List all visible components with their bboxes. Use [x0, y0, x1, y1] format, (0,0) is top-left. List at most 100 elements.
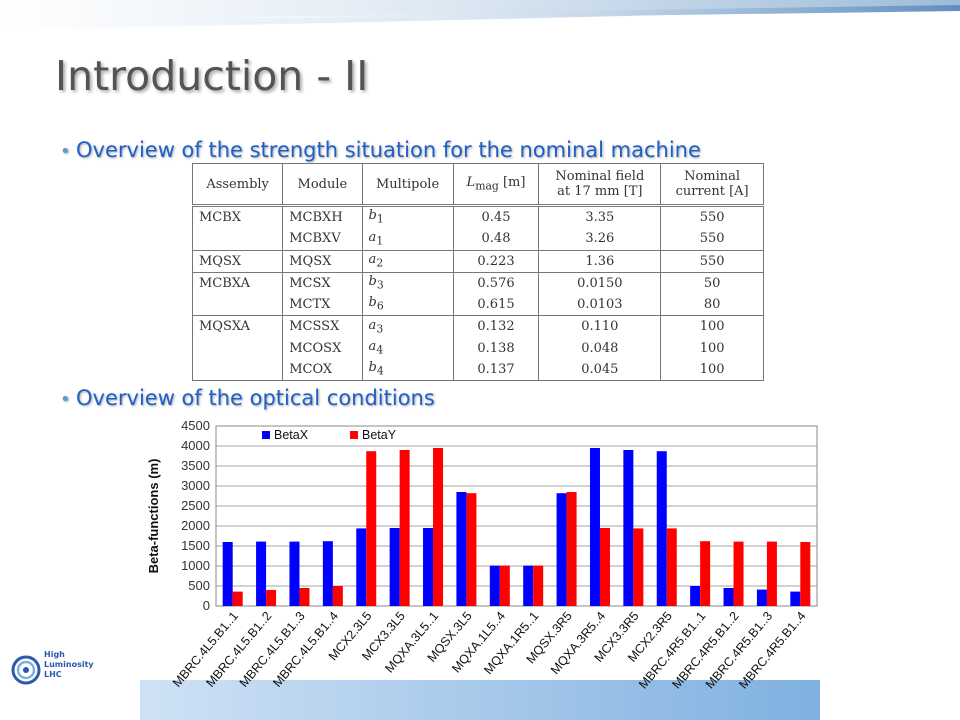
- cell-module: MCSSX: [282, 315, 363, 338]
- cell-lmag: 0.138: [452, 337, 540, 359]
- bar-betay: [299, 588, 310, 606]
- legend-label-betay: BetaY: [362, 428, 397, 442]
- cell-lmag: 0.576: [452, 271, 540, 295]
- cell-field: 0.110: [538, 315, 662, 338]
- y-tick-label: 3500: [181, 458, 210, 473]
- table-row: MCBXV a1 0.48 3.26 550: [191, 228, 764, 251]
- bullet-optical-overview: • Overview of the optical conditions: [60, 386, 435, 410]
- bullet-strength-overview: • Overview of the strength situation for …: [60, 138, 701, 162]
- bar-betax: [756, 589, 767, 606]
- bar-betay: [599, 528, 610, 606]
- strength-table: Assembly Module Multipole Lmag [m] Nomin…: [191, 163, 764, 381]
- header-swoosh-decoration: [0, 0, 960, 30]
- bullet-dot-icon: •: [60, 141, 71, 162]
- bar-betax: [256, 541, 267, 606]
- plot-area: [215, 425, 818, 607]
- cell-current: 100: [660, 337, 764, 359]
- bar-betax: [389, 528, 400, 606]
- cell-assembly: [191, 358, 284, 381]
- bar-betax: [723, 588, 734, 606]
- cell-field: 3.35: [538, 205, 662, 229]
- cell-current: 550: [660, 249, 764, 273]
- cell-field: 0.045: [538, 358, 662, 381]
- bar-betay: [666, 528, 677, 606]
- strength-table-container: Assembly Module Multipole Lmag [m] Nomin…: [191, 163, 764, 381]
- slide-title: Introduction - II: [55, 52, 369, 100]
- cell-multipole: a3: [361, 315, 454, 338]
- cell-assembly: MCBXA: [191, 271, 284, 295]
- cell-multipole: a4: [361, 337, 454, 359]
- cell-lmag: 0.137: [452, 358, 540, 381]
- cell-current: 550: [660, 228, 764, 251]
- cell-current: 80: [660, 294, 764, 316]
- bar-betax: [289, 541, 300, 606]
- bar-betay: [700, 541, 711, 606]
- table-row: MQSX MQSX a2 0.223 1.36 550: [191, 249, 764, 273]
- bullet-text: Overview of the strength situation for t…: [76, 138, 701, 162]
- legend-swatch-betax: [262, 431, 270, 439]
- y-tick-label: 500: [188, 578, 210, 593]
- cell-assembly: [191, 337, 284, 359]
- bar-betax: [523, 565, 534, 606]
- table-row: MCOSX a4 0.138 0.048 100: [191, 337, 764, 359]
- bar-betay: [533, 565, 544, 606]
- bar-betay: [433, 448, 444, 606]
- bar-betax: [623, 450, 634, 606]
- table-row: MCBXA MCSX b3 0.576 0.0150 50: [191, 271, 764, 295]
- cell-lmag: 0.132: [452, 315, 540, 338]
- y-tick-label: 2000: [181, 518, 210, 533]
- bar-betay: [466, 493, 477, 606]
- cell-module: MCOSX: [282, 337, 363, 359]
- cell-assembly: MQSXA: [191, 315, 284, 338]
- bar-betay: [733, 541, 744, 606]
- bar-betay: [566, 492, 577, 606]
- bar-betay: [266, 590, 277, 606]
- bar-betax: [556, 493, 567, 606]
- bar-betax: [790, 591, 801, 606]
- logo-text: High Luminosity LHC: [44, 650, 94, 679]
- bar-betay: [366, 451, 377, 606]
- legend-swatch-betay: [350, 431, 358, 439]
- bar-betay: [800, 542, 811, 606]
- cell-current: 100: [660, 315, 764, 338]
- header-lmag: Lmag [m]: [452, 163, 540, 207]
- bar-betax: [456, 492, 467, 606]
- cell-multipole: b4: [361, 358, 454, 381]
- bar-betax: [356, 528, 367, 606]
- cell-module: MCBXV: [282, 228, 363, 251]
- bar-betax: [589, 448, 600, 606]
- cell-current: 50: [660, 271, 764, 295]
- header-nominal-field: Nominal field at 17 mm [T]: [538, 163, 662, 207]
- cell-multipole: a2: [361, 249, 454, 273]
- cell-current: 100: [660, 358, 764, 381]
- footer-band-decoration: [140, 680, 820, 720]
- cell-assembly: [191, 228, 284, 251]
- header-multipole: Multipole: [361, 163, 454, 207]
- bar-betax: [489, 565, 500, 606]
- cell-field: 3.26: [538, 228, 662, 251]
- cell-field: 0.0150: [538, 271, 662, 295]
- bullet-dot-icon: •: [60, 389, 71, 410]
- cell-multipole: b6: [361, 294, 454, 316]
- table-row: MCBX MCBXH b1 0.45 3.35 550: [191, 205, 764, 229]
- cell-lmag: 0.223: [452, 249, 540, 273]
- bar-betax: [656, 451, 667, 606]
- cell-lmag: 0.45: [452, 205, 540, 229]
- cell-multipole: a1: [361, 228, 454, 251]
- cell-field: 1.36: [538, 249, 662, 273]
- bar-betay: [499, 565, 510, 606]
- bar-betax: [690, 586, 701, 606]
- cell-module: MCSX: [282, 271, 363, 295]
- header-assembly: Assembly: [191, 163, 284, 207]
- cell-lmag: 0.48: [452, 228, 540, 251]
- bar-betax: [222, 542, 233, 606]
- y-tick-label: 1500: [181, 538, 210, 553]
- cell-multipole: b3: [361, 271, 454, 295]
- header-nominal-current: Nominal current [A]: [660, 163, 764, 207]
- cell-module: MCOX: [282, 358, 363, 381]
- y-tick-label: 0: [203, 598, 210, 613]
- cell-field: 0.0103: [538, 294, 662, 316]
- cell-assembly: [191, 294, 284, 316]
- table-row: MCTX b6 0.615 0.0103 80: [191, 294, 764, 316]
- bar-betay: [399, 450, 410, 606]
